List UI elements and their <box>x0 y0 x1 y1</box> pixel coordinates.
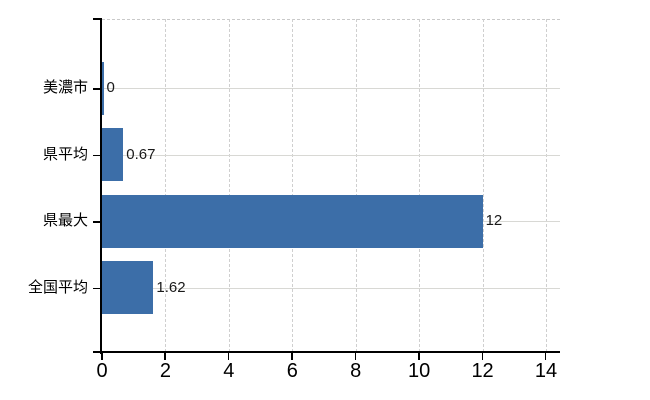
y-tick-mark <box>93 88 100 90</box>
x-tick-mark <box>544 353 547 360</box>
horizontal-gridline <box>102 287 560 289</box>
horizontal-gridline <box>102 88 560 89</box>
x-tick-mark <box>164 353 166 360</box>
x-tick-label: 10 <box>408 360 431 382</box>
bar-value-label: 0 <box>106 79 115 96</box>
bar-value-label: 1.62 <box>156 278 186 296</box>
vertical-gridline <box>482 19 484 352</box>
x-tick-mark <box>227 353 230 360</box>
x-axis-line <box>100 351 560 353</box>
y-tick-mark <box>93 18 100 20</box>
y-tick-mark <box>93 221 100 223</box>
x-tick-mark <box>291 353 293 360</box>
bar <box>102 128 124 181</box>
x-tick-label: 2 <box>159 360 171 382</box>
x-tick-label: 14 <box>534 360 558 382</box>
bar-value-label: 12 <box>485 212 503 229</box>
bar <box>102 194 483 248</box>
bar <box>102 61 104 115</box>
vertical-gridline <box>228 19 230 352</box>
category-label: 県平均 <box>42 145 88 163</box>
category-label: 全国平均 <box>27 278 88 296</box>
horizontal-gridline <box>102 154 560 156</box>
vertical-gridline <box>419 19 421 352</box>
vertical-gridline <box>165 19 167 352</box>
vertical-gridline <box>292 19 294 352</box>
vertical-gridline <box>355 19 357 352</box>
y-tick-mark <box>93 154 100 156</box>
x-tick-label: 6 <box>286 360 298 382</box>
x-tick-label: 4 <box>223 360 235 382</box>
x-tick-label: 0 <box>96 360 108 382</box>
y-tick-mark <box>93 287 100 289</box>
bar-value-label: 0.67 <box>126 145 156 163</box>
x-tick-label: 8 <box>350 360 362 382</box>
plot-top-border <box>102 19 560 20</box>
category-label: 県最大 <box>42 212 88 229</box>
x-tick-label: 12 <box>471 360 494 382</box>
x-tick-mark <box>481 353 484 360</box>
y-axis-line <box>100 18 102 354</box>
vertical-gridline <box>545 19 547 352</box>
x-tick-mark <box>354 353 357 360</box>
x-tick-mark <box>418 353 420 360</box>
y-tick-mark <box>93 351 100 353</box>
category-label: 美濃市 <box>42 79 88 96</box>
x-tick-mark <box>101 353 103 360</box>
bar <box>102 261 154 314</box>
